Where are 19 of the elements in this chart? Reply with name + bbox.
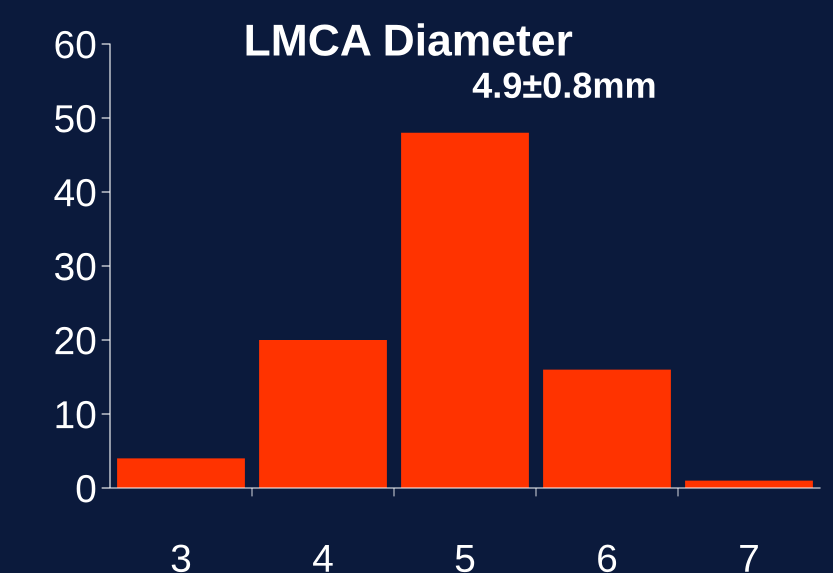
y-tick-label: 50	[55, 104, 96, 132]
x-tick-label: 6	[598, 544, 616, 572]
y-tick-label: 10	[56, 400, 96, 428]
y-tick-label: 60	[56, 30, 96, 58]
annotation: 4.9±0.8mm	[472, 72, 654, 98]
x-tick-label: 4	[313, 544, 333, 572]
y-tick-label: 20	[56, 326, 96, 354]
x-tick-label: 3	[172, 544, 190, 572]
bar	[259, 340, 387, 488]
x-tick-label: 5	[456, 544, 474, 572]
y-tick-label: 0	[76, 474, 96, 502]
bar	[543, 370, 671, 488]
y-tick-label: 30	[55, 252, 96, 280]
x-tick-label: 7	[740, 544, 758, 572]
bar	[401, 132, 529, 488]
y-tick-label: 40	[54, 178, 96, 206]
bar	[117, 458, 245, 488]
bar	[685, 480, 813, 488]
chart-title: LMCA Diameter	[246, 23, 572, 56]
